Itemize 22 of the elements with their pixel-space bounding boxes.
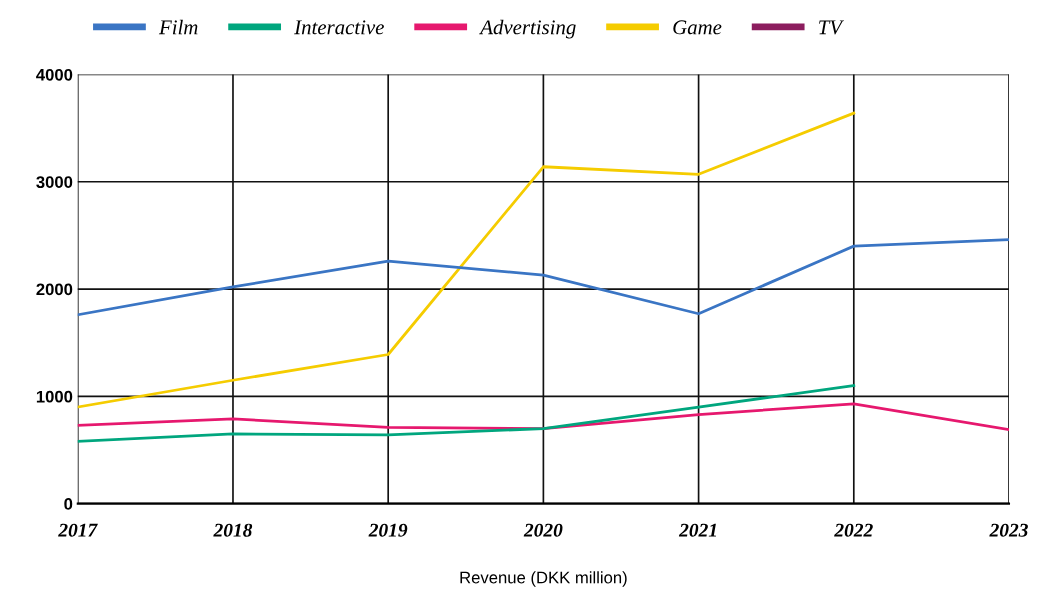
x-tick-label: 2018 [213, 523, 253, 537]
x-axis-title: Revenue (DKK million) [460, 571, 627, 587]
x-tick-label: 2019 [368, 523, 408, 537]
x-tick-label: 2023 [989, 523, 1028, 537]
line-series [77, 402, 1009, 431]
y-tick-label: 1000 [36, 390, 73, 403]
x-tick-label: 2022 [834, 523, 873, 537]
line-series [77, 384, 856, 443]
legend-label: Interactive [294, 20, 384, 35]
line-series [77, 238, 1009, 317]
legend-label: TV [819, 20, 845, 35]
legend-label: Advertising [479, 19, 576, 39]
y-tick-label: 2000 [36, 283, 73, 296]
line-series [77, 111, 856, 409]
legend-label: Game [673, 20, 722, 35]
x-tick-label: 2020 [523, 523, 563, 537]
y-tick-label: 3000 [36, 176, 73, 189]
y-tick-label: 0 [64, 498, 73, 510]
x-tick-label: 2017 [58, 523, 98, 537]
y-tick-label: 4000 [36, 68, 73, 81]
legend-label: Film [158, 19, 198, 35]
x-tick-label: 2021 [678, 523, 717, 537]
